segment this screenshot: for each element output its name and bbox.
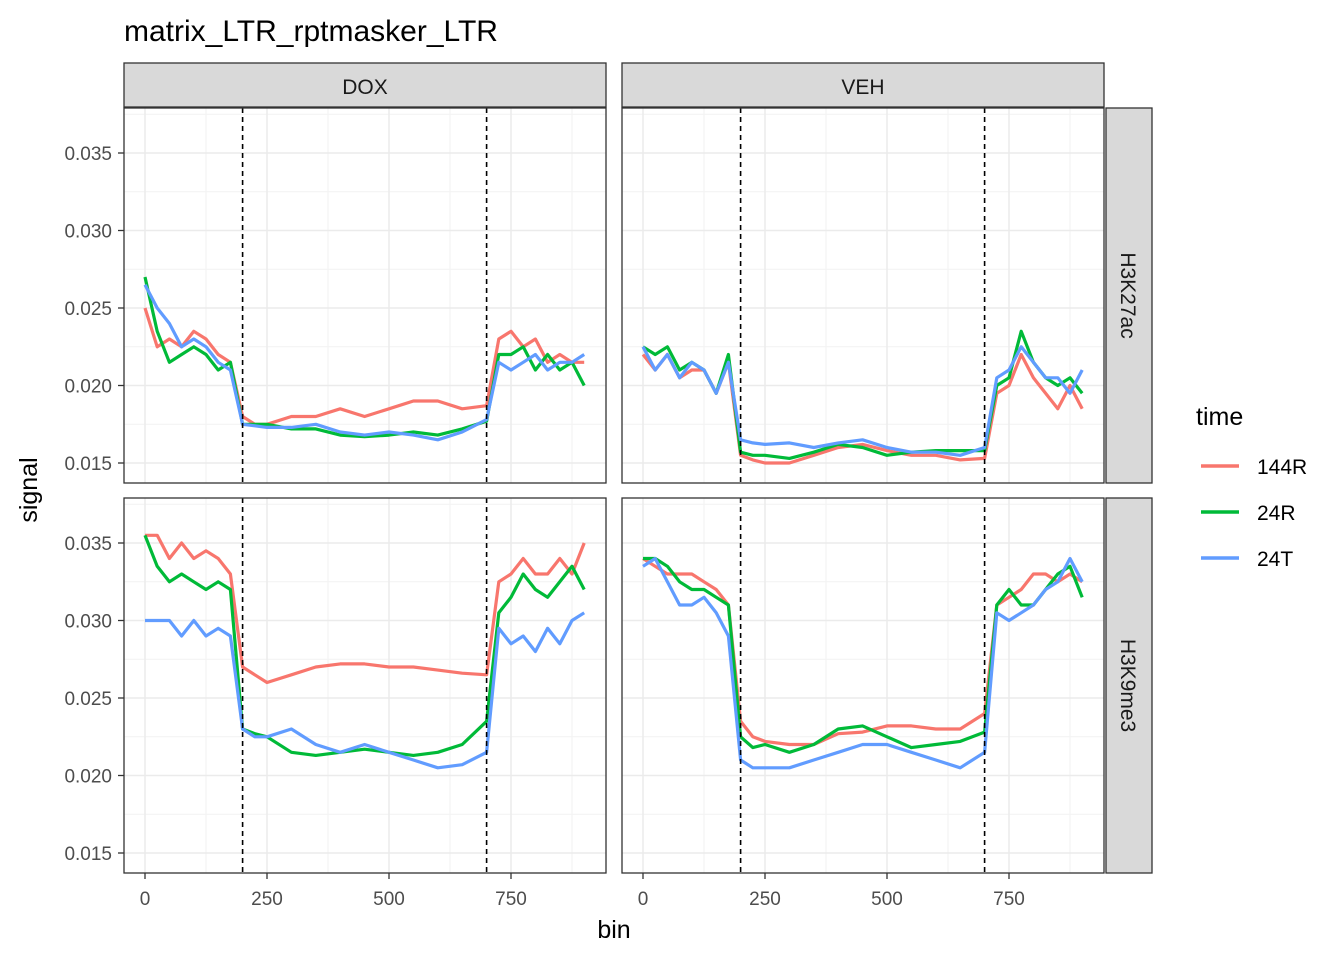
panels: DOX VEH H3K27ac H3K9me3 0.015 0.020 0.025 0.030… bbox=[64, 62, 1153, 910]
series-line-144R bbox=[145, 533, 586, 685]
x-tick-label: 250 bbox=[749, 889, 781, 910]
y-axis-label: signal bbox=[15, 457, 43, 522]
facet-strip-DOX bbox=[123, 62, 607, 108]
panel-border bbox=[123, 107, 607, 484]
y-tick-label: 0.035 bbox=[64, 144, 112, 165]
legend-label: 24T bbox=[1257, 548, 1293, 571]
x-tick-label: 500 bbox=[871, 889, 903, 910]
series-line-144R bbox=[143, 307, 585, 426]
chart-title: matrix_LTR_rptmasker_LTR bbox=[124, 15, 498, 48]
series-line-24T bbox=[145, 611, 586, 770]
x-tick-label: 750 bbox=[993, 889, 1025, 910]
legend-label: 24R bbox=[1257, 502, 1296, 525]
y-tick-label: 0.020 bbox=[64, 377, 112, 398]
y-tick-label: 0.025 bbox=[64, 299, 112, 320]
panel-background bbox=[622, 498, 1104, 873]
legend-label: 144R bbox=[1257, 456, 1307, 479]
facet-strip-label: VEH bbox=[841, 76, 884, 99]
series-line-24T bbox=[143, 284, 586, 442]
facet-strip-H3K27ac bbox=[1105, 107, 1153, 484]
panel-background bbox=[622, 108, 1104, 483]
x-tick-label: 750 bbox=[495, 889, 527, 910]
x-tick-label: 0 bbox=[140, 889, 151, 910]
series-line-24R bbox=[643, 556, 1084, 754]
x-tick-label: 250 bbox=[251, 889, 283, 910]
x-tick-label: 0 bbox=[638, 889, 649, 910]
y-tick-label: 0.015 bbox=[64, 454, 112, 475]
facet-strip-label: H3K9me3 bbox=[1116, 639, 1139, 732]
series-line-144R bbox=[642, 557, 1084, 747]
facet-strip-H3K9me3 bbox=[1105, 497, 1153, 874]
y-tick-label: 0.020 bbox=[64, 767, 112, 788]
panel-border bbox=[621, 497, 1105, 874]
facet-strip-label: DOX bbox=[342, 76, 388, 99]
y-tick-label: 0.030 bbox=[64, 222, 112, 243]
facet-strip-label: H3K27ac bbox=[1116, 252, 1139, 338]
panel-background bbox=[124, 498, 606, 873]
y-tick-label: 0.035 bbox=[64, 534, 112, 555]
series-line-24T bbox=[642, 556, 1084, 770]
x-tick-label: 500 bbox=[373, 889, 405, 910]
facet-strip-VEH bbox=[621, 62, 1105, 108]
series-line-24T bbox=[641, 345, 1084, 457]
series-line-24R bbox=[143, 534, 586, 758]
y-tick-label: 0.025 bbox=[64, 689, 112, 710]
panel-border bbox=[621, 107, 1105, 484]
y-tick-label: 0.030 bbox=[64, 612, 112, 633]
x-axis-label: bin bbox=[597, 916, 630, 944]
y-tick-label: 0.015 bbox=[64, 844, 112, 865]
legend: time 144R 24R 24T bbox=[1196, 403, 1307, 571]
legend-title: time bbox=[1196, 403, 1243, 431]
panel-background bbox=[124, 108, 606, 483]
panel-border bbox=[123, 497, 607, 874]
